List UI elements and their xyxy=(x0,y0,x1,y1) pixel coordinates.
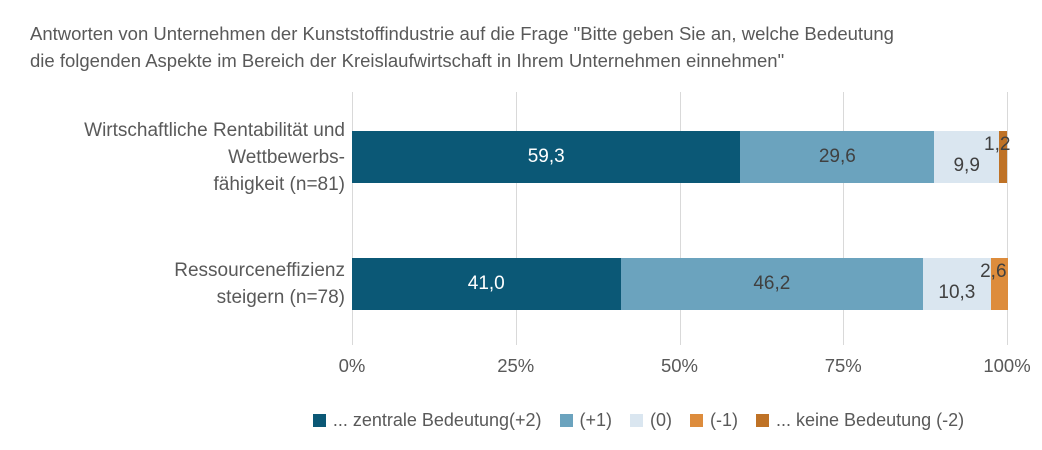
legend-swatch xyxy=(630,414,644,427)
legend-swatch xyxy=(312,414,326,427)
bar-row: 59,3 29,6 9,9 1,2 xyxy=(352,131,1011,183)
bar-row: 41,0 46,2 10,3 2,6 xyxy=(352,258,1008,310)
legend: ... zentrale Bedeutung(+2) (+1) (0) (-1)...… xyxy=(235,410,1042,431)
bar-segment xyxy=(999,131,1007,183)
gridline xyxy=(1007,92,1008,345)
category-label-line: Wirtschaftliche Rentabilität und xyxy=(84,120,345,141)
legend-swatch xyxy=(559,414,573,427)
category-label-line: steigern (n=78) xyxy=(216,287,345,308)
bar-segment xyxy=(990,258,1008,310)
legend-label: (0) xyxy=(650,410,673,430)
bar-segment xyxy=(923,258,991,310)
value-label: 41,0 xyxy=(467,273,505,294)
value-label: 1,2 xyxy=(984,134,1011,155)
legend-swatch xyxy=(690,414,704,427)
x-tick-label: 0% xyxy=(338,355,366,376)
category-label: Wirtschaftliche Rentabilität und Wettbewe… xyxy=(0,117,345,198)
category-label: Ressourceneffizienz steigern (n=78) xyxy=(0,257,345,311)
legend-label: ... zentrale Bedeutung(+2) xyxy=(332,410,542,430)
legend-item: (0) xyxy=(630,410,672,431)
chart-title-line-2: die folgenden Aspekte im Bereich der Kre… xyxy=(30,50,785,71)
legend-label: (-1) xyxy=(710,410,739,430)
gridline xyxy=(352,92,353,345)
value-label: 10,3 xyxy=(938,282,976,303)
x-tick-label: 100% xyxy=(983,355,1031,376)
legend-label: ... keine Bedeutung (-2) xyxy=(776,410,965,430)
bar-segment xyxy=(934,131,1000,183)
bar-segment xyxy=(352,131,741,183)
x-tick-label: 50% xyxy=(660,355,699,376)
category-label-line: fähigkeit (n=81) xyxy=(213,174,346,195)
chart-title-line-1: Antworten von Unternehmen der Kunststoff… xyxy=(30,23,894,44)
category-label-line: Ressourceneffizienz xyxy=(174,260,345,281)
legend-label: (+1) xyxy=(579,410,613,430)
plot-area: 0% 25% 50% 75% 100% 59,3 29,6 9,9 1,2 41,0 46,2 10,… xyxy=(339,92,1031,376)
gridline xyxy=(679,92,681,345)
bar-segment xyxy=(352,258,621,310)
legend-item: ... zentrale Bedeutung(+2) xyxy=(312,410,542,431)
legend-item: (+1) xyxy=(559,410,613,431)
legend-swatch xyxy=(756,414,770,427)
bar-segment xyxy=(620,258,924,310)
value-label: 59,3 xyxy=(527,146,565,167)
x-tick-label: 25% xyxy=(497,355,535,376)
bar-segment xyxy=(740,131,935,183)
legend-item: ... keine Bedeutung (-2) xyxy=(756,410,964,431)
x-tick-label: 75% xyxy=(824,355,862,376)
chart-title: Antworten von Unternehmen der Kunststoff… xyxy=(30,20,894,74)
value-label: 29,6 xyxy=(818,146,856,167)
value-label: 2,6 xyxy=(980,261,1007,282)
gridline xyxy=(843,92,845,345)
category-label-line: Wettbewerbs- xyxy=(228,147,345,168)
value-label: 9,9 xyxy=(953,155,980,176)
gridline xyxy=(515,92,517,345)
value-label: 46,2 xyxy=(753,273,791,294)
legend-item: (-1) xyxy=(690,410,738,431)
category-labels: Wirtschaftliche Rentabilität und Wettbewe… xyxy=(0,92,345,345)
